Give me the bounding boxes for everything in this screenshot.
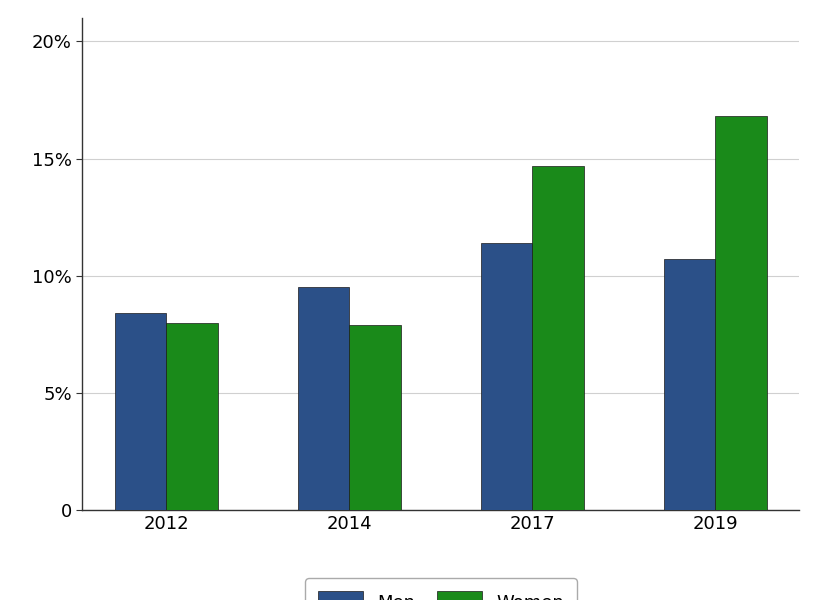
Legend: Men, Women: Men, Women bbox=[305, 578, 577, 600]
Bar bbox=[115, 313, 166, 510]
Bar bbox=[532, 166, 583, 510]
Bar bbox=[664, 259, 715, 510]
Bar bbox=[481, 243, 532, 510]
Bar bbox=[298, 287, 349, 510]
Bar bbox=[349, 325, 400, 510]
Bar bbox=[715, 116, 766, 510]
Bar bbox=[166, 323, 218, 510]
